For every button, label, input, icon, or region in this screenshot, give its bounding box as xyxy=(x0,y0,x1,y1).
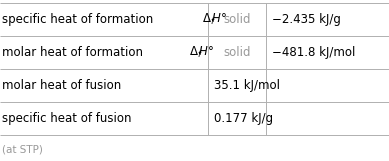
Text: molar heat of formation: molar heat of formation xyxy=(2,46,147,59)
Text: $\Delta_f\!H$°: $\Delta_f\!H$° xyxy=(189,45,214,60)
Text: specific heat of formation: specific heat of formation xyxy=(2,13,157,26)
Text: solid: solid xyxy=(224,46,251,59)
Text: (at STP): (at STP) xyxy=(2,145,43,155)
Text: solid: solid xyxy=(224,13,251,26)
Text: specific heat of fusion: specific heat of fusion xyxy=(2,112,131,125)
Text: 0.177 kJ/g: 0.177 kJ/g xyxy=(214,112,273,125)
Text: −481.8 kJ/mol: −481.8 kJ/mol xyxy=(272,46,356,59)
Text: molar heat of fusion: molar heat of fusion xyxy=(2,79,121,92)
Text: −2.435 kJ/g: −2.435 kJ/g xyxy=(272,13,341,26)
Text: 35.1 kJ/mol: 35.1 kJ/mol xyxy=(214,79,280,92)
Text: $\Delta_f\!H$°: $\Delta_f\!H$° xyxy=(202,12,227,27)
